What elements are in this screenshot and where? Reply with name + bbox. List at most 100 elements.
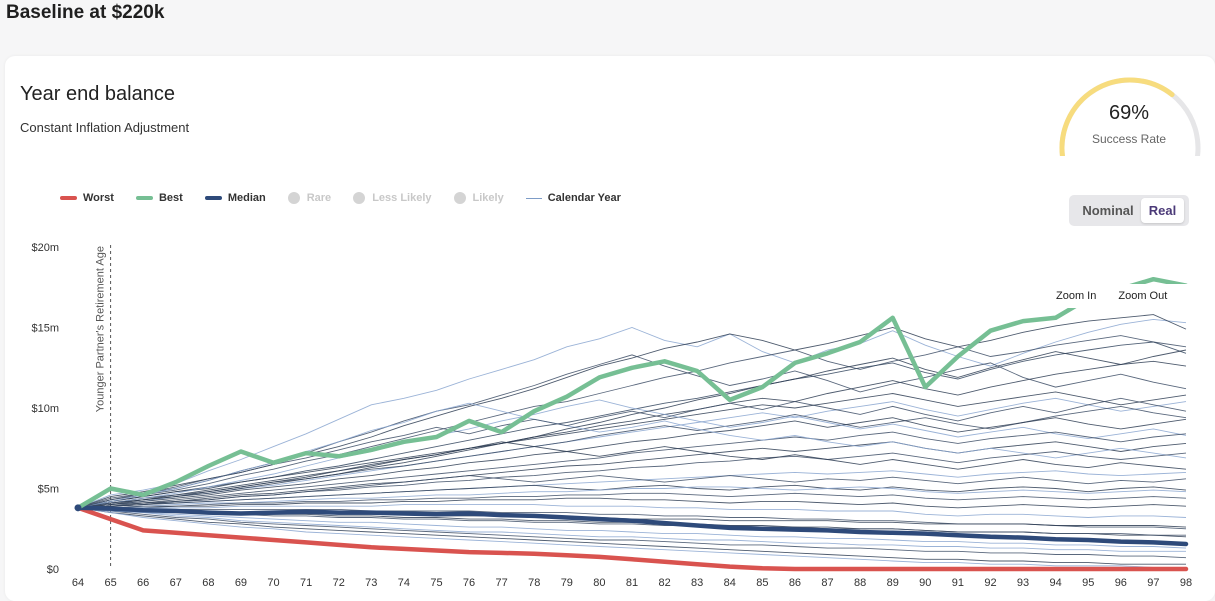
gauge-fill [1059, 77, 1175, 156]
simulation-path-21 [78, 492, 1187, 509]
simulation-path-11 [77, 399, 1187, 509]
x-tick-label: 93 [1017, 577, 1029, 589]
x-tick-label: 73 [365, 577, 377, 589]
x-tick-label: 64 [72, 577, 84, 589]
series-worst-line [75, 505, 1189, 572]
x-tick-label: 79 [561, 577, 573, 589]
simulation-path-28 [77, 507, 1186, 565]
x-tick-label: 76 [463, 577, 475, 589]
x-tick-label: 84 [724, 577, 736, 589]
simulation-path-19 [77, 484, 1187, 509]
x-tick-label: 66 [137, 577, 149, 589]
y-tick-label: $15m [31, 323, 59, 335]
x-tick-label: 67 [170, 577, 182, 589]
simulation-path-24 [77, 507, 1187, 530]
legend-item-less-likely[interactable]: Less Likely [353, 192, 432, 204]
legend-dot-rare [287, 192, 300, 204]
legend-label-rare: Rare [306, 192, 332, 204]
simulation-path-17 [77, 470, 1187, 509]
simulation-path-10 [77, 417, 1187, 509]
legend-dot-less-likely [353, 192, 366, 204]
nominal-button[interactable]: Nominal [1077, 198, 1139, 223]
chart-card [5, 56, 1215, 601]
legend-item-best[interactable]: Best [135, 192, 183, 204]
card-subtitle: Constant Inflation Adjustment [20, 120, 190, 135]
simulation-path-22 [78, 497, 1187, 509]
x-tick-label: 86 [789, 577, 801, 589]
simulation-path-12 [77, 431, 1187, 509]
zoom-controls: Zoom In Zoom Out [1050, 284, 1190, 308]
simulation-path-27 [77, 507, 1187, 559]
legend-label-less-likely: Less Likely [372, 192, 432, 204]
card-title: Year end balance [20, 83, 175, 105]
simulation-path-32 [77, 507, 1186, 552]
simulation-path-33 [77, 349, 1187, 509]
x-tick-label: 88 [854, 577, 866, 589]
y-tick-label: $5m [38, 484, 59, 496]
legend-swatch-worst [60, 196, 77, 200]
y-tick-label: $10m [31, 403, 59, 415]
x-tick-label: 83 [691, 577, 703, 589]
x-tick-label: 96 [1115, 577, 1127, 589]
series-median-line [75, 505, 1189, 547]
x-tick-label: 74 [398, 577, 410, 589]
nominal-real-toggle: Nominal Real [1069, 195, 1189, 226]
legend-item-median[interactable]: Median [204, 192, 266, 204]
simulation-path-1 [77, 318, 1187, 509]
legend-item-likely[interactable]: Likely [453, 192, 504, 204]
legend-label-worst: Worst [83, 192, 114, 204]
simulation-path-26 [77, 507, 1187, 549]
x-tick-label: 71 [300, 577, 312, 589]
legend-swatch-best [135, 196, 153, 200]
x-tick-label: 68 [202, 577, 214, 589]
legend-label-median: Median [227, 192, 266, 204]
x-tick-label: 87 [821, 577, 833, 589]
legend-item-rare[interactable]: Rare [287, 192, 332, 204]
zoom-out-link[interactable]: Zoom Out [1118, 290, 1168, 302]
simulation-path-18 [77, 475, 1187, 509]
legend-label-best: Best [158, 192, 183, 204]
simulation-path-8 [77, 397, 1187, 509]
simulation-path-7 [77, 391, 1187, 509]
simulation-path-34 [77, 397, 1187, 509]
x-tick-label: 94 [1050, 577, 1062, 589]
simulation-path-3 [77, 335, 1187, 509]
page-title: Baseline at $220k [6, 2, 165, 23]
x-tick-label: 65 [104, 577, 116, 589]
x-tick-label: 82 [658, 577, 670, 589]
zoom-in-link[interactable]: Zoom In [1056, 290, 1097, 302]
series-best-line [75, 276, 1189, 511]
x-tick-label: 80 [593, 577, 605, 589]
x-tick-label: 81 [626, 577, 638, 589]
y-tick-label: $0 [47, 564, 59, 576]
legend-item-worst[interactable]: Worst [60, 192, 114, 204]
simulation-path-20 [78, 486, 1187, 509]
simulation-path-16 [77, 441, 1187, 509]
simulation-path-13 [77, 441, 1187, 509]
legend-dot-likely [453, 192, 466, 204]
legend-swatch-median [204, 196, 222, 200]
legend-item-calendar-year[interactable]: Calendar Year [525, 192, 621, 204]
simulation-path-23 [78, 504, 1187, 518]
y-tick-label: $20m [31, 242, 59, 254]
x-tick-label: 75 [430, 577, 442, 589]
legend-label-likely: Likely [472, 192, 504, 204]
start-point [74, 504, 82, 512]
x-tick-label: 97 [1147, 577, 1159, 589]
retirement-age-label: Younger Partner's Retirement Age [95, 246, 107, 412]
simulation-path-30 [77, 507, 1186, 536]
real-button[interactable]: Real [1141, 198, 1184, 223]
x-tick-label: 90 [919, 577, 931, 589]
success-rate-gauge [1059, 77, 1201, 156]
simulation-path-5 [77, 360, 1187, 509]
chart-legend: Worst Best Median Rare Less Likely Likel… [60, 192, 643, 204]
legend-line-calendar-year [525, 197, 542, 199]
success-rate-value: 69% [1108, 102, 1150, 124]
x-tick-label: 89 [887, 577, 899, 589]
success-rate-label: Success Rate [1091, 132, 1167, 146]
x-tick-label: 69 [235, 577, 247, 589]
legend-label-calendar-year: Calendar Year [547, 192, 621, 204]
simulation-path-14 [77, 402, 1187, 509]
x-tick-label: 72 [333, 577, 345, 589]
